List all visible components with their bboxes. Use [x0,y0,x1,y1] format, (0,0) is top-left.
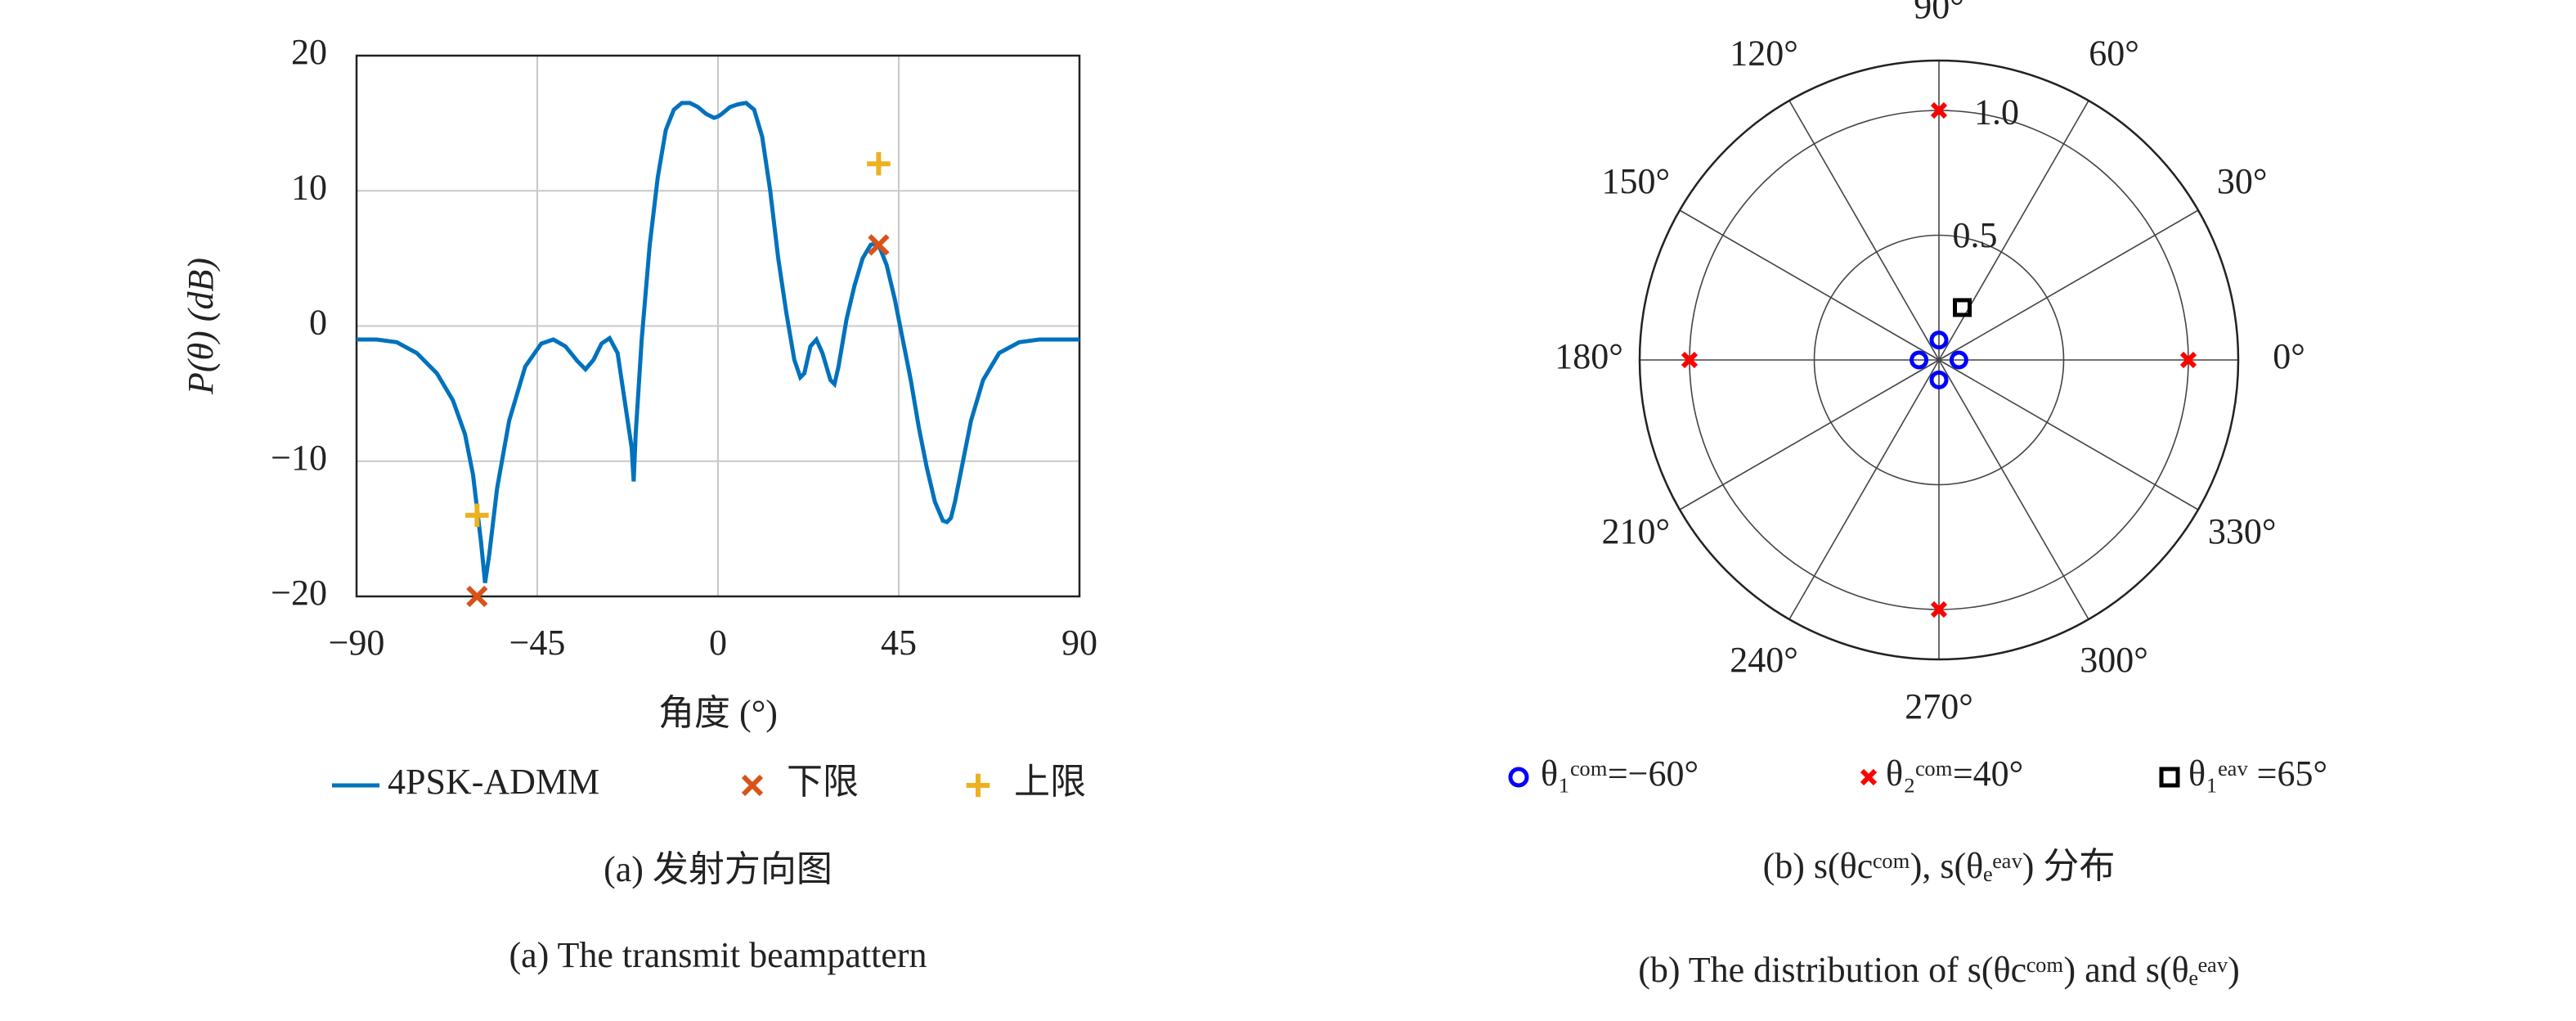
theta-tick-label: 240° [1730,640,1798,680]
y-tick-label: 20 [291,32,327,72]
legend-label: 下限 [787,762,859,802]
data-point [1681,351,1699,369]
x-axis-label: 角度 (°) [658,693,778,733]
r-tick-label: 1.0 [1974,92,2019,133]
data-point [1953,298,1972,317]
theta-tick-label: 90° [1914,0,1964,26]
r-tick-label: 0.5 [1952,215,1997,255]
spoke [1938,359,2199,510]
legend-label: θ₁ᵉᵃᵛ =65° [2188,753,2327,794]
legend-marker [1860,768,1878,786]
data-point [868,234,890,256]
spoke [1938,359,2089,620]
plot-frame [355,54,1081,598]
legend-marker [741,774,764,797]
theta-tick-label: 210° [1602,511,1671,551]
theta-tick-label: 330° [2208,511,2277,551]
caption: (a) 发射方向图 [604,849,832,889]
y-tick-label: −10 [271,438,327,478]
data-point [2179,351,2197,369]
x-tick-label: −90 [329,623,385,663]
x-tick-label: 0 [709,623,727,663]
x-tick-label: −45 [509,623,566,663]
data-point [1930,600,1948,618]
data-point [466,585,488,608]
legend-label: 4PSK-ADMM [388,762,599,802]
y-axis-label: P(θ) (dB) [181,258,221,395]
x-tick-label: 45 [881,623,917,663]
legend-label: θ₁ᶜᵒᵐ=−60° [1541,753,1699,794]
legend-marker [1508,767,1529,788]
data-point [1929,331,1949,350]
caption: (b) The distribution of s(θcᶜᵒᵐ) and s(θ… [1638,950,2240,990]
legend-marker [2159,767,2180,788]
y-tick-label: −20 [271,573,327,613]
theta-tick-label: 270° [1905,686,1973,726]
data-point [1949,350,1968,370]
theta-tick-label: 30° [2217,161,2268,201]
data-line [357,101,1079,583]
data-point [1929,370,1949,389]
theta-tick-label: 120° [1730,33,1798,73]
polar-frame [1638,59,2240,661]
spoke [1679,209,1940,361]
theta-tick-label: 60° [2089,33,2139,73]
theta-tick-label: 150° [1602,161,1671,201]
legend-label: 上限 [1014,762,1086,802]
spoke [1679,359,1940,510]
y-tick-label: 10 [291,167,327,207]
caption: (b) s(θcᶜᵒᵐ), s(θₑᵉᵃᵛ) 分布 [1763,846,2116,886]
legend-marker [966,773,990,798]
y-tick-label: 0 [309,303,327,343]
data-point [1910,350,1929,370]
r-grid-circle [1813,234,2065,486]
data-point [1930,101,1948,119]
legend-label: θ₂ᶜᵒᵐ=40° [1886,753,2023,794]
theta-tick-label: 0° [2273,336,2305,376]
data-point [465,503,489,528]
theta-tick-label: 180° [1555,336,1623,376]
spoke [1788,359,1940,620]
theta-tick-label: 300° [2080,640,2148,680]
spoke [1788,100,1940,361]
x-tick-label: 90 [1061,623,1097,663]
caption: (a) The transmit beampattern [509,935,927,975]
data-point [867,151,891,176]
